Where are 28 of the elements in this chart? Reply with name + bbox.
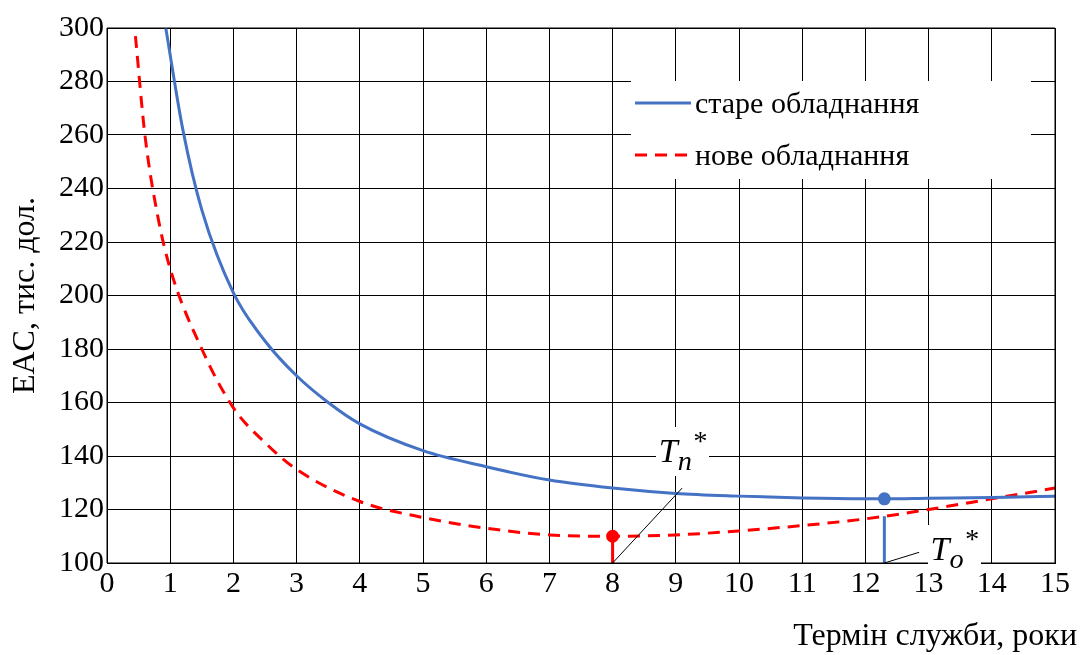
x-tick-label: 10 [724,564,754,598]
y-tick-label: 260 [59,115,104,149]
x-tick-label: 5 [415,564,431,598]
legend-label: старе обладнання [695,86,920,119]
x-tick-label: 4 [352,564,368,598]
x-tick-label: 9 [668,564,684,598]
x-tick-label: 11 [787,564,817,598]
x-tick-label: 2 [225,564,241,598]
x-tick-label: 15 [1040,564,1070,598]
y-tick-label: 240 [59,169,104,203]
y-tick-label: 200 [59,276,104,310]
x-tick-label: 3 [289,564,305,598]
x-tick-label: 14 [976,564,1007,598]
y-tick-label: 140 [59,436,104,470]
y-tick-label: 280 [59,62,104,96]
y-tick-label: 120 [59,490,104,524]
y-tick-label: 180 [59,329,104,363]
x-axis-title: Термін служби, роки [793,616,1077,652]
y-tick-label: 300 [59,8,104,42]
x-tick-label: 8 [605,564,621,598]
y-tick-label: 160 [59,383,104,417]
y-tick-label: 220 [59,222,104,256]
y-axis-title: EAC, тис. дол. [5,196,41,395]
x-tick-label: 12 [850,564,881,598]
x-tick-label: 1 [162,564,178,598]
legend-label: нове обладнання [695,138,910,171]
x-tick-label: 7 [541,564,557,598]
x-tick-label: 6 [478,564,494,598]
